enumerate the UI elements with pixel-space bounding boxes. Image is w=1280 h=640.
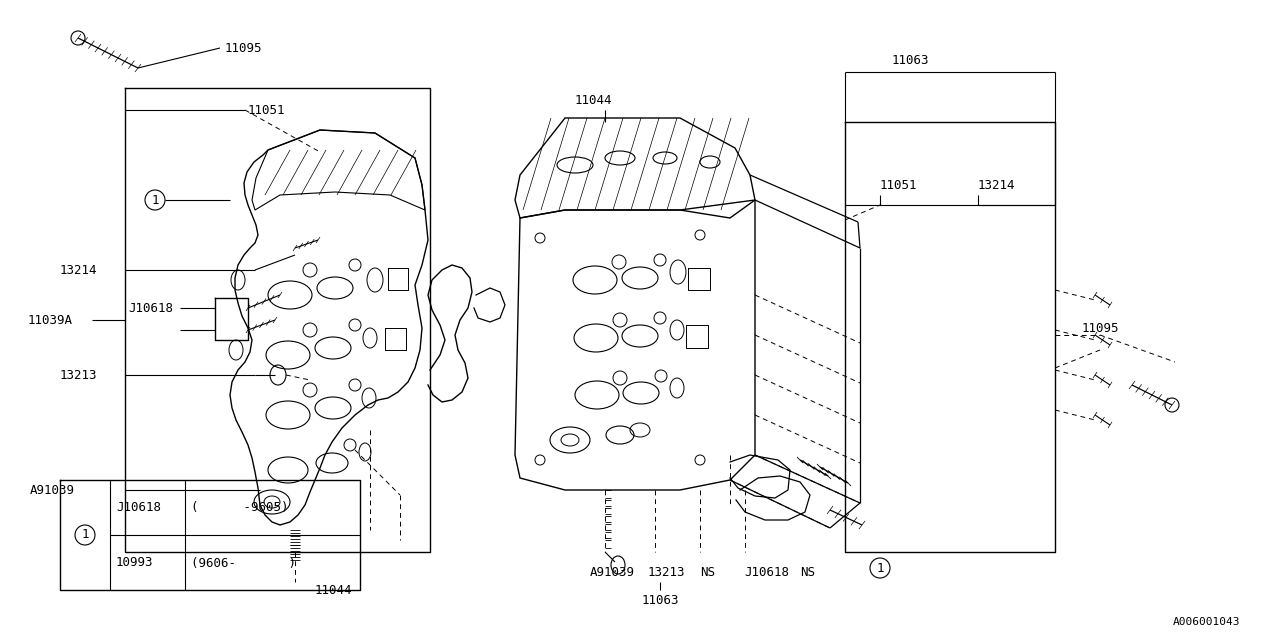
Text: (9606-       ): (9606- ) bbox=[191, 557, 296, 570]
Text: 13213: 13213 bbox=[648, 566, 686, 579]
Text: 11063: 11063 bbox=[891, 54, 929, 67]
Text: 11044: 11044 bbox=[575, 93, 613, 106]
Text: 11095: 11095 bbox=[1082, 321, 1120, 335]
Text: J10618: J10618 bbox=[128, 301, 173, 314]
Text: 11039A: 11039A bbox=[28, 314, 73, 326]
Text: 11044: 11044 bbox=[315, 584, 352, 596]
Text: 10993: 10993 bbox=[116, 557, 154, 570]
Text: A91039: A91039 bbox=[590, 566, 635, 579]
Text: 1: 1 bbox=[81, 529, 88, 541]
Text: 11051: 11051 bbox=[881, 179, 918, 191]
Text: J10618: J10618 bbox=[744, 566, 788, 579]
Text: J10618: J10618 bbox=[116, 500, 161, 513]
Text: 11063: 11063 bbox=[641, 593, 678, 607]
Text: NS: NS bbox=[700, 566, 716, 579]
Text: 11051: 11051 bbox=[248, 104, 285, 116]
Text: NS: NS bbox=[800, 566, 815, 579]
Text: 1: 1 bbox=[151, 193, 159, 207]
Text: 13213: 13213 bbox=[60, 369, 97, 381]
Text: 13214: 13214 bbox=[978, 179, 1015, 191]
Text: 11095: 11095 bbox=[225, 42, 262, 54]
Text: 1: 1 bbox=[877, 561, 883, 575]
Text: (      -9605): ( -9605) bbox=[191, 500, 288, 513]
Text: A91039: A91039 bbox=[29, 483, 76, 497]
Text: A006001043: A006001043 bbox=[1172, 617, 1240, 627]
Text: 13214: 13214 bbox=[60, 264, 97, 276]
